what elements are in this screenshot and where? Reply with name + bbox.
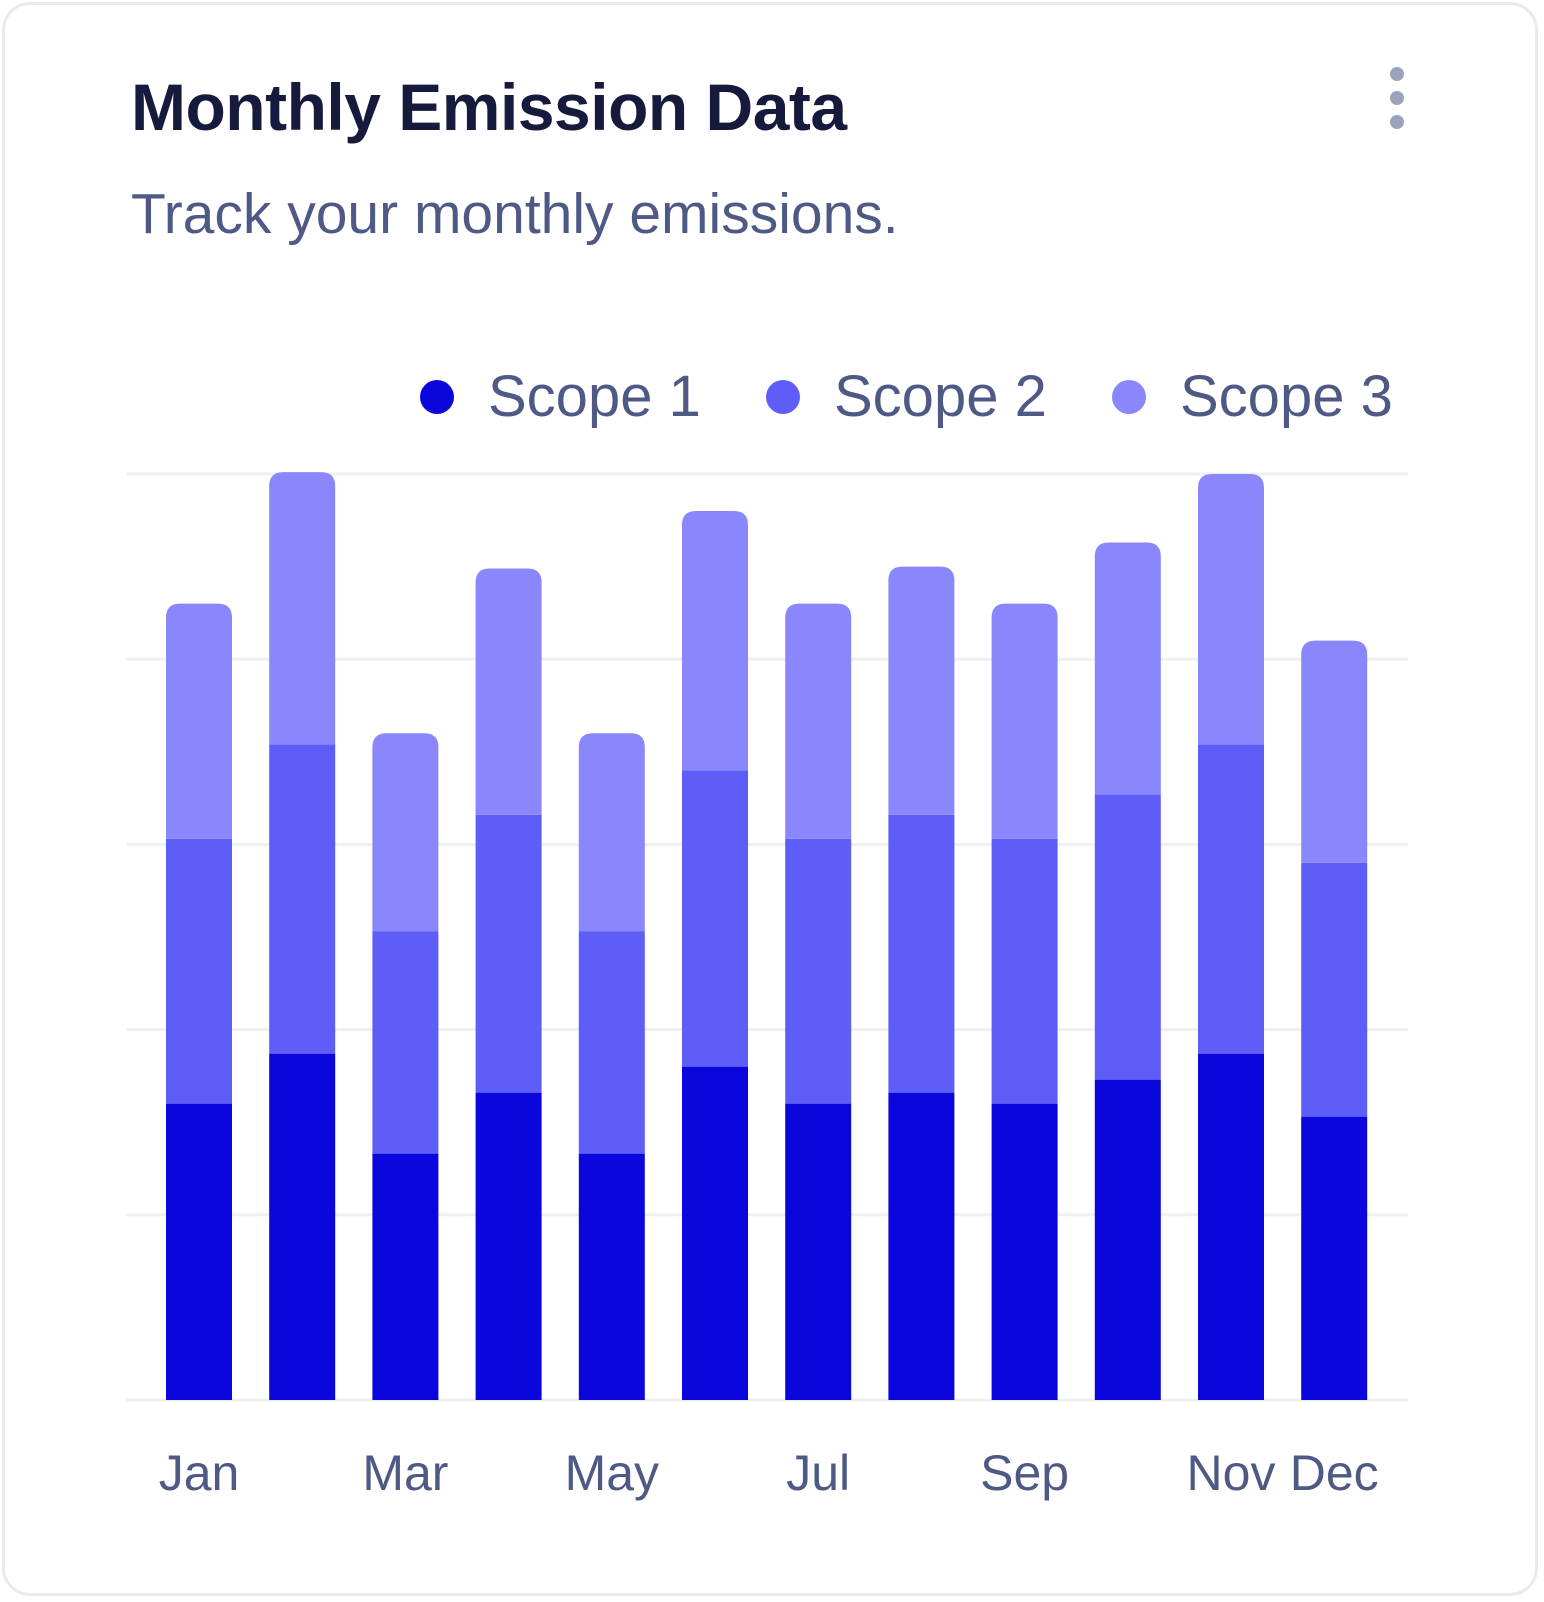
bar-aug-scope-2[interactable] <box>888 814 955 1093</box>
legend-label-scope-1: Scope 1 <box>488 364 701 429</box>
bar-feb-scope-2[interactable] <box>269 744 336 1054</box>
bar-may-scope-3[interactable] <box>578 733 645 932</box>
bar-jun-scope-2[interactable] <box>682 770 748 1067</box>
bar-aug-scope-3[interactable] <box>888 566 955 815</box>
x-tick-label: Jul <box>786 1445 850 1501</box>
bar-mar-scope-3[interactable] <box>372 733 439 932</box>
bar-mar-scope-1[interactable] <box>372 1153 439 1400</box>
bar-oct-scope-2[interactable] <box>1094 794 1161 1080</box>
bar-nov-scope-1[interactable] <box>1198 1053 1264 1400</box>
more-vertical-icon[interactable] <box>1377 65 1417 139</box>
bar-sep-scope-3[interactable] <box>991 603 1058 839</box>
x-tick-label: Jan <box>159 1445 240 1501</box>
bar-jun-scope-1[interactable] <box>682 1066 748 1400</box>
menu-dot <box>1390 115 1404 129</box>
bar-jul-scope-2[interactable] <box>785 838 852 1104</box>
bar-nov-scope-3[interactable] <box>1198 474 1264 745</box>
bar-sep-scope-2[interactable] <box>991 838 1058 1104</box>
x-tick-label: Sep <box>980 1445 1069 1501</box>
legend-dot-scope-3 <box>1112 380 1146 414</box>
bar-feb-scope-1[interactable] <box>269 1053 336 1400</box>
bar-apr-scope-2[interactable] <box>475 814 542 1093</box>
bar-jun-scope-3[interactable] <box>682 511 748 771</box>
bar-jul-scope-3[interactable] <box>785 603 852 839</box>
bar-dec-scope-2[interactable] <box>1301 862 1368 1117</box>
legend-dot-scope-2 <box>766 380 800 414</box>
bar-jul-scope-1[interactable] <box>785 1103 852 1400</box>
card-title: Monthly Emission Data <box>131 70 847 144</box>
legend-dot-scope-1 <box>420 380 454 414</box>
bar-feb-scope-3[interactable] <box>269 472 336 745</box>
bar-nov-scope-2[interactable] <box>1198 744 1264 1054</box>
bar-mar-scope-2[interactable] <box>372 931 439 1154</box>
bar-apr-scope-1[interactable] <box>475 1092 542 1400</box>
bar-jan-scope-1[interactable] <box>166 1103 232 1400</box>
bar-oct-scope-1[interactable] <box>1094 1079 1161 1400</box>
bar-oct-scope-3[interactable] <box>1094 542 1161 795</box>
x-tick-label: Mar <box>362 1445 448 1501</box>
bar-sep-scope-1[interactable] <box>991 1103 1058 1400</box>
menu-dot <box>1390 67 1404 81</box>
bar-may-scope-1[interactable] <box>578 1153 645 1400</box>
bar-jan-scope-3[interactable] <box>166 603 232 839</box>
legend-label-scope-3: Scope 3 <box>1180 364 1393 429</box>
card-subtitle: Track your monthly emissions. <box>131 182 899 246</box>
x-tick-label: Dec <box>1290 1445 1379 1501</box>
bar-may-scope-2[interactable] <box>578 931 645 1154</box>
bar-dec-scope-3[interactable] <box>1301 640 1368 863</box>
bar-jan-scope-2[interactable] <box>166 838 232 1104</box>
x-tick-label: Nov <box>1187 1445 1276 1501</box>
bar-aug-scope-1[interactable] <box>888 1092 955 1400</box>
legend-label-scope-2: Scope 2 <box>834 364 1047 429</box>
bar-apr-scope-3[interactable] <box>475 568 542 815</box>
bar-dec-scope-1[interactable] <box>1301 1116 1368 1400</box>
menu-dot <box>1390 91 1404 105</box>
x-tick-label: May <box>565 1445 659 1501</box>
